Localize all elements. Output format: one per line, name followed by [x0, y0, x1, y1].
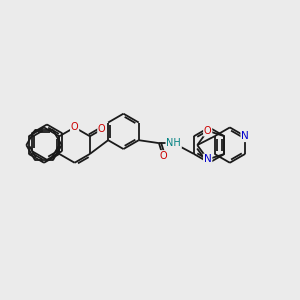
Text: O: O: [98, 124, 106, 134]
Text: O: O: [159, 151, 167, 161]
Text: N: N: [241, 131, 249, 141]
Text: O: O: [71, 122, 78, 132]
Text: O: O: [204, 126, 212, 136]
Text: NH: NH: [166, 138, 181, 148]
Text: N: N: [204, 154, 212, 164]
